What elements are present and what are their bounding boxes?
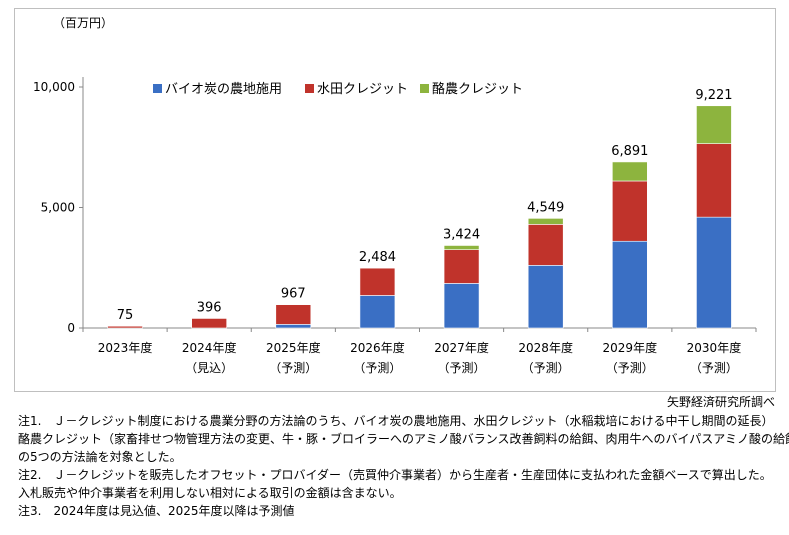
bar-segment-paddy	[696, 143, 732, 218]
footnote-line: 注1. Ｊ－クレジット制度における農業分野の方法論のうち、バイオ炭の農地施用、水…	[18, 414, 774, 428]
x-tick-label: 2023年度	[98, 340, 153, 355]
chart-frame: （百万円） 0 5,000 10,000 75 2023年度 396 2024年度 （見込） 96…	[14, 8, 776, 392]
x-tick-label: 2030年度	[687, 340, 742, 355]
data-label: 75	[117, 308, 134, 323]
x-tick-sublabel: （予測）	[438, 361, 486, 375]
y-tick-label: 5,000	[41, 201, 75, 215]
x-tick-label: 2027年度	[434, 340, 489, 355]
data-label: 3,424	[443, 227, 480, 242]
x-tick-label: 2029年度	[603, 340, 658, 355]
bar-segment-paddy	[443, 249, 480, 284]
bar-segment-dairy	[696, 105, 732, 144]
data-label: 4,549	[527, 200, 564, 215]
x-tick-label: 2028年度	[518, 340, 573, 355]
bar-segment-dairy	[443, 245, 480, 250]
bar-segment-biochar	[527, 265, 564, 329]
footnote-line: の5つの方法論を対象とした。	[18, 450, 182, 464]
bar-segment-paddy	[527, 224, 564, 266]
footnote-line: 酪農クレジット（家畜排せつ物管理方法の変更、牛・豚・ブロイラーへのアミノ酸バラン…	[18, 432, 789, 446]
source-note: 矢野経済研究所調べ	[666, 395, 775, 409]
bar-segment-paddy	[107, 325, 143, 329]
x-tick-label: 2026年度	[350, 340, 405, 355]
data-label: 6,891	[611, 144, 648, 159]
bar-segment-biochar	[443, 283, 480, 329]
footnotes: 注1. Ｊ－クレジット制度における農業分野の方法論のうち、バイオ炭の農地施用、水…	[18, 412, 789, 520]
legend-swatch	[420, 84, 429, 93]
x-tick-sublabel: （予測）	[522, 361, 570, 375]
footnote-line: 入札販売や仲介事業者を利用しない相対による取引の金額は含まない。	[18, 486, 402, 500]
bar-segment-dairy	[612, 161, 648, 182]
x-tick-sublabel: （見込）	[185, 361, 233, 375]
y-tick-label: 10,000	[33, 80, 75, 94]
bar-segment-biochar	[359, 295, 396, 329]
legend-swatch	[305, 84, 314, 93]
unit-label: （百万円）	[53, 16, 113, 30]
bar-segment-biochar	[275, 324, 312, 329]
bar-segment-paddy	[359, 267, 396, 296]
x-tick-label: 2024年度	[182, 340, 237, 355]
data-label: 2,484	[359, 250, 396, 265]
x-tick-sublabel: （予測）	[353, 361, 401, 375]
data-label: 396	[197, 300, 222, 315]
x-tick-sublabel: （予測）	[606, 361, 654, 375]
y-tick-label: 0	[67, 321, 75, 335]
x-tick-sublabel: （予測）	[269, 361, 317, 375]
bar-segment-dairy	[527, 218, 564, 225]
legend-swatch	[153, 84, 162, 93]
bar-segment-paddy	[275, 304, 312, 325]
legend-label: 酪農クレジット	[432, 81, 523, 97]
data-label: 9,221	[695, 88, 732, 103]
legend-label: バイオ炭の農地施用	[165, 82, 282, 97]
footnote-line: 注2. Ｊ－クレジットを販売したオフセット・プロバイダー（売買仲介事業者）から生…	[18, 468, 772, 482]
stacked-bar-chart: （百万円） 0 5,000 10,000 75 2023年度 396 2024年度 （見込） 96…	[33, 16, 757, 375]
bar-segment-biochar	[696, 216, 732, 329]
data-label: 967	[281, 287, 306, 302]
bar-segment-paddy	[612, 180, 648, 242]
x-tick-label: 2025年度	[266, 340, 321, 355]
legend-label: 水田クレジット	[317, 82, 408, 97]
x-tick-sublabel: （予測）	[690, 361, 738, 375]
bar-segment-biochar	[612, 240, 648, 329]
bar-segment-paddy	[191, 318, 227, 329]
footnote-line: 注3. 2024年度は見込値、2025年度以降は予測値	[18, 504, 295, 518]
